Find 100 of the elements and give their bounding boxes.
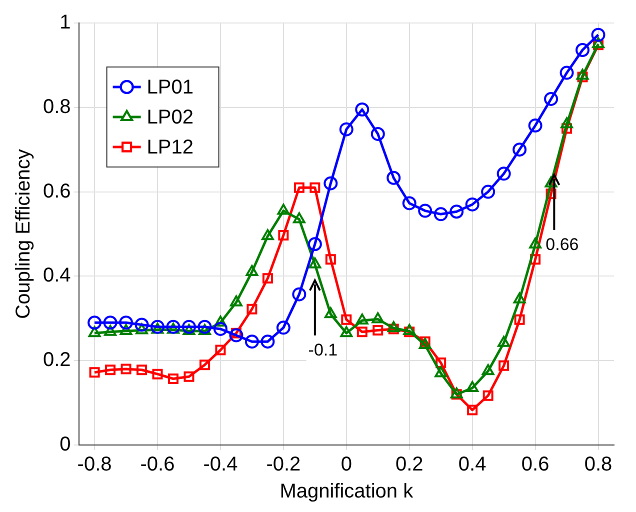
- point: [591, 28, 606, 42]
- point: [544, 92, 558, 106]
- point: [104, 324, 116, 336]
- point: [120, 324, 132, 336]
- point: [340, 326, 353, 338]
- point: [88, 326, 101, 338]
- point: [136, 364, 148, 376]
- x-tick-label: 0.8: [584, 454, 612, 476]
- point: [498, 336, 510, 347]
- point: [119, 316, 134, 330]
- point: [450, 204, 464, 219]
- x-tick-label: -0.8: [77, 454, 112, 476]
- point: [136, 323, 148, 334]
- point: [215, 344, 226, 356]
- point: [244, 334, 259, 349]
- point: [324, 176, 338, 190]
- point: [514, 314, 525, 325]
- point: [402, 196, 416, 210]
- point: [576, 43, 590, 58]
- x-tick-label: 0.2: [395, 454, 424, 476]
- point: [213, 322, 228, 336]
- point: [466, 381, 479, 392]
- point: [512, 142, 527, 157]
- point: [246, 264, 258, 276]
- x-tick-label: -0.2: [266, 454, 301, 476]
- point: [355, 102, 370, 117]
- point: [292, 212, 306, 224]
- point: [546, 188, 556, 200]
- point: [530, 254, 541, 265]
- point: [482, 390, 494, 401]
- point: [434, 366, 448, 378]
- point: [277, 204, 290, 215]
- point: [372, 324, 384, 336]
- point: [513, 292, 526, 304]
- point: [436, 357, 446, 368]
- point: [576, 68, 589, 80]
- point: [356, 314, 368, 325]
- x-tick-label: 0: [340, 454, 352, 476]
- point: [498, 360, 510, 371]
- point: [356, 326, 368, 338]
- legend-label: LP02: [146, 106, 194, 129]
- point: [308, 257, 322, 268]
- point: [404, 326, 415, 338]
- point: [199, 360, 210, 370]
- point: [339, 122, 354, 136]
- annotation: -0.1: [308, 340, 338, 360]
- point: [278, 230, 289, 241]
- x-axis-title: Magnification k: [280, 480, 414, 503]
- legend-label: LP12: [146, 136, 194, 159]
- point: [496, 166, 511, 181]
- point: [294, 182, 304, 193]
- point: [388, 324, 399, 334]
- x-tick-label: 0.4: [458, 454, 486, 476]
- y-tick-label: 1: [60, 12, 71, 34]
- point: [372, 312, 384, 324]
- point: [528, 118, 542, 133]
- point: [230, 295, 242, 306]
- point: [403, 324, 416, 336]
- point: [386, 170, 401, 185]
- y-tick-label: 0.6: [42, 180, 71, 202]
- point: [529, 238, 542, 249]
- point: [88, 316, 102, 330]
- point: [105, 364, 116, 376]
- point: [308, 237, 322, 252]
- x-tick-label: 0.6: [521, 454, 550, 476]
- point: [482, 364, 494, 376]
- point: [167, 322, 180, 334]
- point: [276, 320, 290, 335]
- point: [152, 368, 163, 380]
- point: [341, 314, 352, 325]
- point: [324, 307, 337, 318]
- y-tick-label: 0.4: [42, 264, 71, 287]
- point: [198, 324, 211, 336]
- point: [465, 197, 480, 212]
- point: [89, 367, 100, 378]
- y-axis-title: Coupling Efficiency: [12, 149, 35, 319]
- annotation: 0.66: [546, 235, 579, 254]
- x-tick-label: -0.4: [203, 454, 238, 476]
- point: [134, 318, 149, 332]
- point: [370, 126, 385, 141]
- point: [481, 184, 496, 199]
- point: [562, 123, 572, 134]
- point: [229, 328, 244, 342]
- point: [168, 374, 178, 384]
- point: [151, 322, 164, 334]
- point: [544, 176, 558, 188]
- point: [214, 316, 227, 327]
- legend-label: LP01: [146, 76, 194, 99]
- point: [325, 254, 336, 265]
- point: [246, 304, 258, 314]
- point: [182, 324, 196, 336]
- point: [103, 316, 118, 330]
- y-tick-label: 0.2: [42, 349, 71, 372]
- point: [120, 364, 132, 374]
- point: [387, 321, 400, 332]
- y-tick-label: 0.8: [42, 96, 71, 118]
- point: [184, 371, 194, 382]
- point: [262, 273, 273, 284]
- point: [260, 334, 275, 349]
- point: [434, 207, 448, 222]
